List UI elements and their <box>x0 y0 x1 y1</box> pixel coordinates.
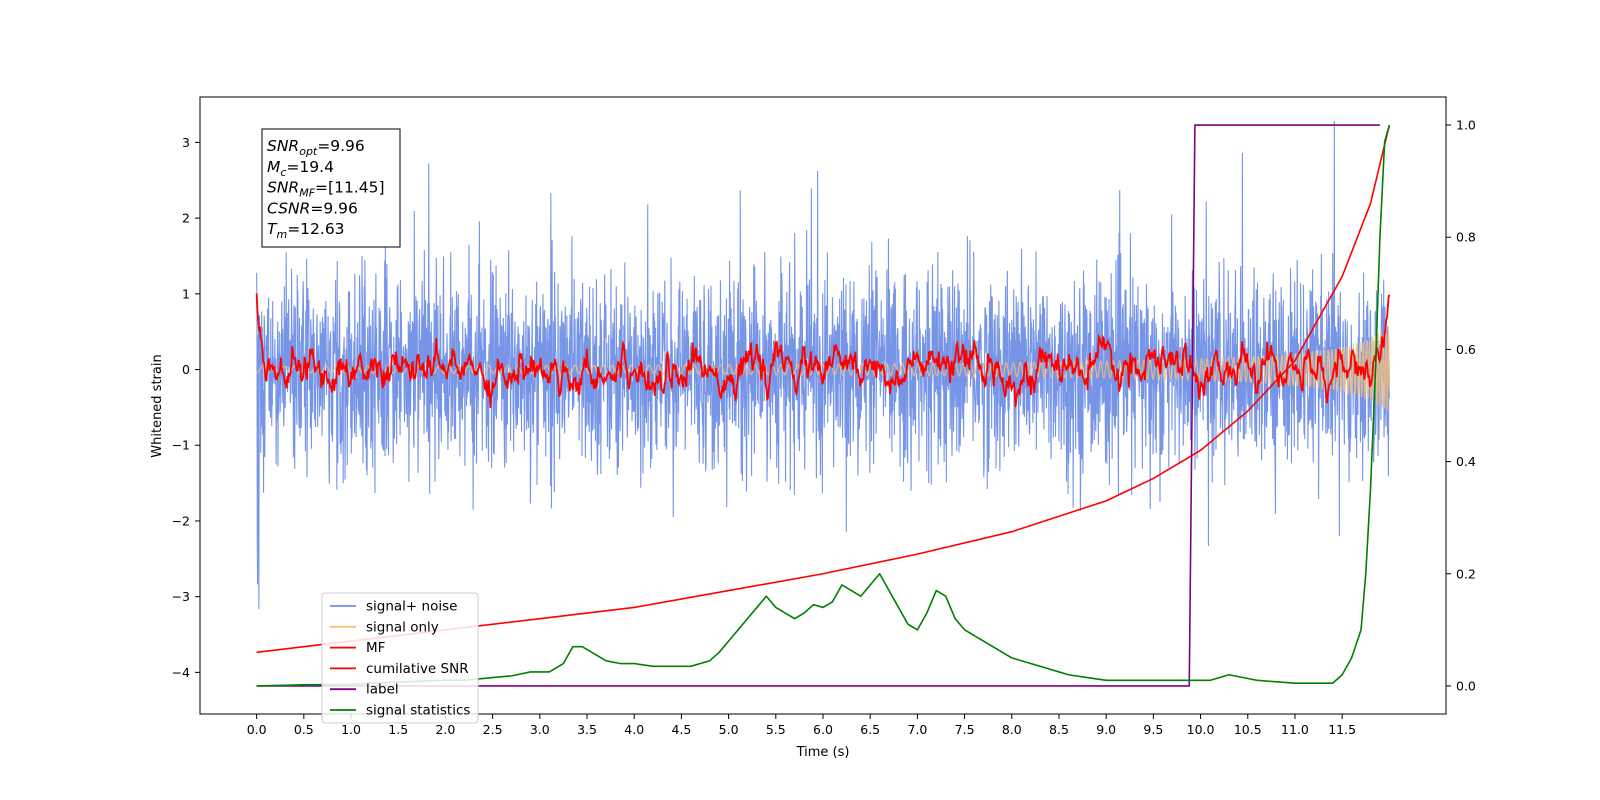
legend-label: label <box>366 682 399 698</box>
x-axis: 0.0 0.5 1.0 1.5 2.0 2.5 3.0 3.5 4.0 4.5 5.0 5.5 6.0 6… <box>247 714 1356 737</box>
annotation-line: SNRMF=[11.45] <box>267 179 385 200</box>
x-tick-label: 0.0 <box>247 722 267 737</box>
x-tick-label: 7.5 <box>955 722 975 737</box>
x-tick-label: 3.5 <box>577 722 597 737</box>
legend-label: MF <box>366 640 385 656</box>
x-tick-label: 1.5 <box>388 722 408 737</box>
annotation-line: SNRopt=9.96 <box>267 137 365 158</box>
legend-label: signal+ noise <box>366 599 457 615</box>
y2-tick-label: 0.2 <box>1456 566 1476 581</box>
x-tick-label: 5.5 <box>766 722 786 737</box>
legend-label: signal only <box>366 619 439 635</box>
series-mf <box>255 293 1391 408</box>
x-tick-label: 8.5 <box>1049 722 1069 737</box>
y-tick-label: 2 <box>182 211 190 226</box>
series-signal-statistics <box>256 124 1391 687</box>
y2-tick-label: 0.6 <box>1456 342 1476 357</box>
y-axis-title: Whitened strain <box>150 354 165 457</box>
x-tick-label: 2.5 <box>483 722 503 737</box>
x-tick-label: 4.5 <box>671 722 691 737</box>
y-axis-left: 3 2 1 0 −1 −2 −3 −4 <box>172 135 200 680</box>
x-tick-label: 10.0 <box>1187 722 1215 737</box>
y2-tick-label: 1.0 <box>1456 118 1476 133</box>
annotation-frame <box>261 128 401 248</box>
x-tick-label: 5.0 <box>719 722 739 737</box>
x-tick-label: 10.5 <box>1234 722 1262 737</box>
annotation-line: Mc=19.4 <box>267 158 334 179</box>
y-tick-label: 3 <box>182 135 190 150</box>
x-tick-label: 0.5 <box>294 722 314 737</box>
x-tick-label: 3.0 <box>530 722 550 737</box>
x-tick-label: 6.5 <box>860 722 880 737</box>
series-layer <box>255 121 1391 687</box>
y2-tick-label: 0.8 <box>1456 230 1476 245</box>
annotation-line: Tm=12.63 <box>267 220 345 241</box>
x-tick-label: 4.0 <box>624 722 644 737</box>
x-axis-title: Time (s) <box>796 745 850 760</box>
x-tick-label: 9.5 <box>1143 722 1163 737</box>
legend-frame <box>321 592 479 724</box>
x-tick-label: 11.5 <box>1328 722 1356 737</box>
x-tick-label: 7.0 <box>907 722 927 737</box>
x-tick-label: 2.0 <box>435 722 455 737</box>
y-tick-label: −1 <box>172 438 190 453</box>
legend-label: cumilative SNR <box>366 661 469 677</box>
annotation-line: CSNR=9.96 <box>267 199 358 217</box>
x-tick-label: 9.0 <box>1096 722 1116 737</box>
x-tick-label: 11.0 <box>1281 722 1309 737</box>
y-tick-label: −4 <box>172 665 190 680</box>
x-tick-label: 1.0 <box>341 722 361 737</box>
x-tick-label: 6.0 <box>813 722 833 737</box>
legend: signal+ noise signal only MF cumilative SNR… <box>321 592 479 724</box>
annotation-box: SNRopt=9.96Mc=19.4SNRMF=[11.45]CSNR=9.96… <box>261 128 401 248</box>
y2-tick-label: 0.0 <box>1456 678 1476 693</box>
x-tick-label: 8.0 <box>1002 722 1022 737</box>
y-tick-label: 0 <box>182 362 190 377</box>
series-label <box>256 124 1380 687</box>
y-axis-right: 1.0 0.8 0.6 0.4 0.2 0.0 <box>1446 118 1476 693</box>
y-tick-label: 1 <box>182 286 190 301</box>
y-tick-label: −3 <box>172 589 190 604</box>
y2-tick-label: 0.4 <box>1456 454 1476 469</box>
series-signal-noise <box>256 121 1390 610</box>
series-cumulative-snr <box>256 124 1391 654</box>
y-tick-label: −2 <box>172 513 190 528</box>
legend-label: signal statistics <box>366 703 470 719</box>
